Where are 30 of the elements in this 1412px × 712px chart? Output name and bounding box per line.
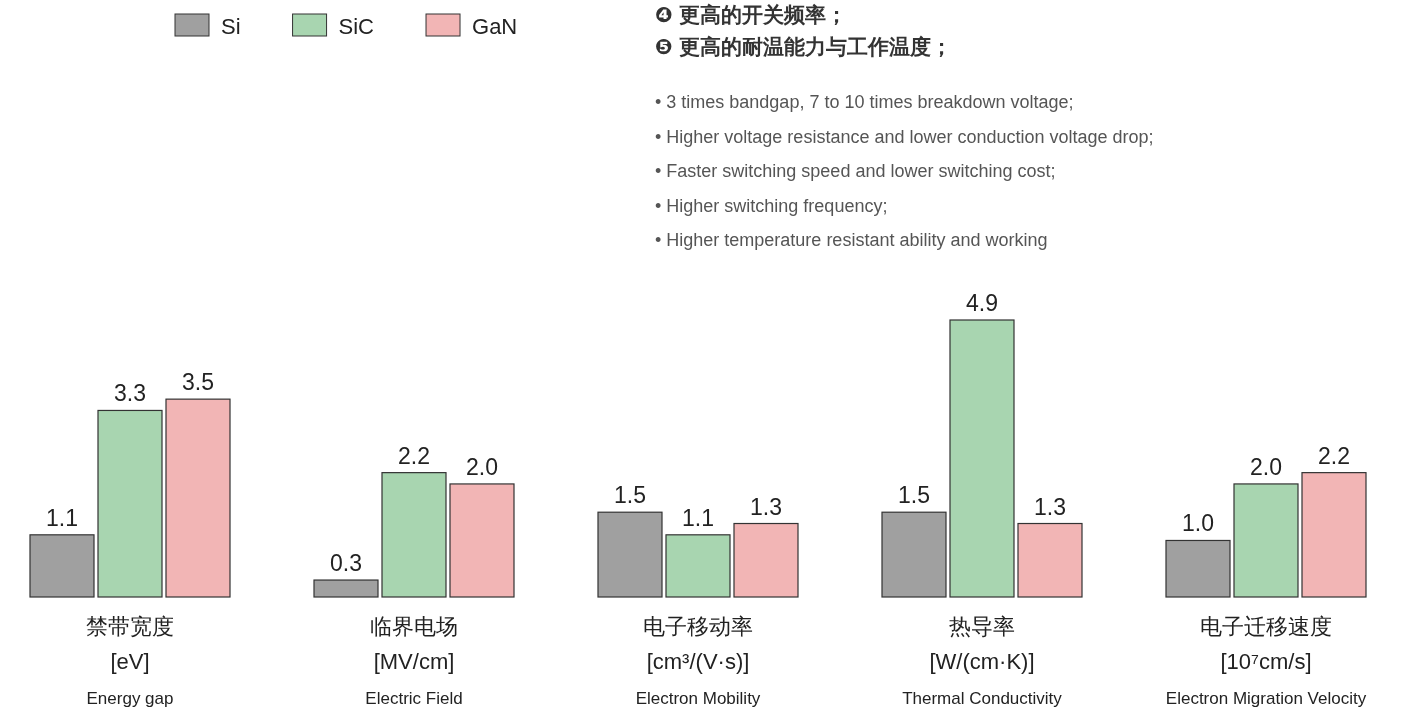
text: • Higher switching frequency; [655,195,888,216]
text: • Higher voltage resistance and lower conduction voltage drop; [655,126,1154,147]
data-label: 1.3 [1034,493,1066,520]
data-label: 1.1 [46,504,78,531]
data-label: 1.5 [898,482,930,509]
text: • Higher temperature resistant ability and working [655,230,1048,250]
data-label: 2.2 [1318,442,1350,469]
x-axis-title: 热导率 [W/(cm·K)] Thermal Conductivity [902,614,1063,708]
data-label: 3.5 [182,369,214,396]
x-axis-title: 临界电场 [MV/cm] Electric Field [365,614,463,708]
data-label: 2.0 [1250,453,1282,480]
data-label: 1.0 [1182,510,1214,537]
data-label: 1.3 [750,493,782,520]
text: ❹ 更高的开关频率； [655,3,847,26]
legend-label: Si [221,14,241,39]
data-label: 1.5 [614,482,646,509]
text: ❺ 更高的耐温能力与工作温度； [655,35,952,58]
data-label: 3.3 [114,380,146,407]
data-label: 2.0 [466,453,498,480]
x-axis-title: 电子移动率 [cm³/(V·s)] Electron Mobility [635,614,761,708]
text: • Faster switching speed and lower switching cost; [655,161,1056,181]
x-axis-title: 禁带宽度 [eV] Energy gap [86,614,174,708]
legend-label: SiC [338,14,375,39]
data-label: 4.9 [966,290,998,316]
text: • 3 times bandgap, 7 to 10 times breakdown voltage; [655,92,1074,112]
data-label: 1.1 [682,504,714,531]
legend-label: GaN [472,14,518,39]
data-label: 0.3 [330,550,362,577]
data-label: 2.2 [398,442,430,469]
x-axis-title: 电子迁移速度 [10⁷cm/s] Electron Migration Velocity [1165,614,1367,708]
